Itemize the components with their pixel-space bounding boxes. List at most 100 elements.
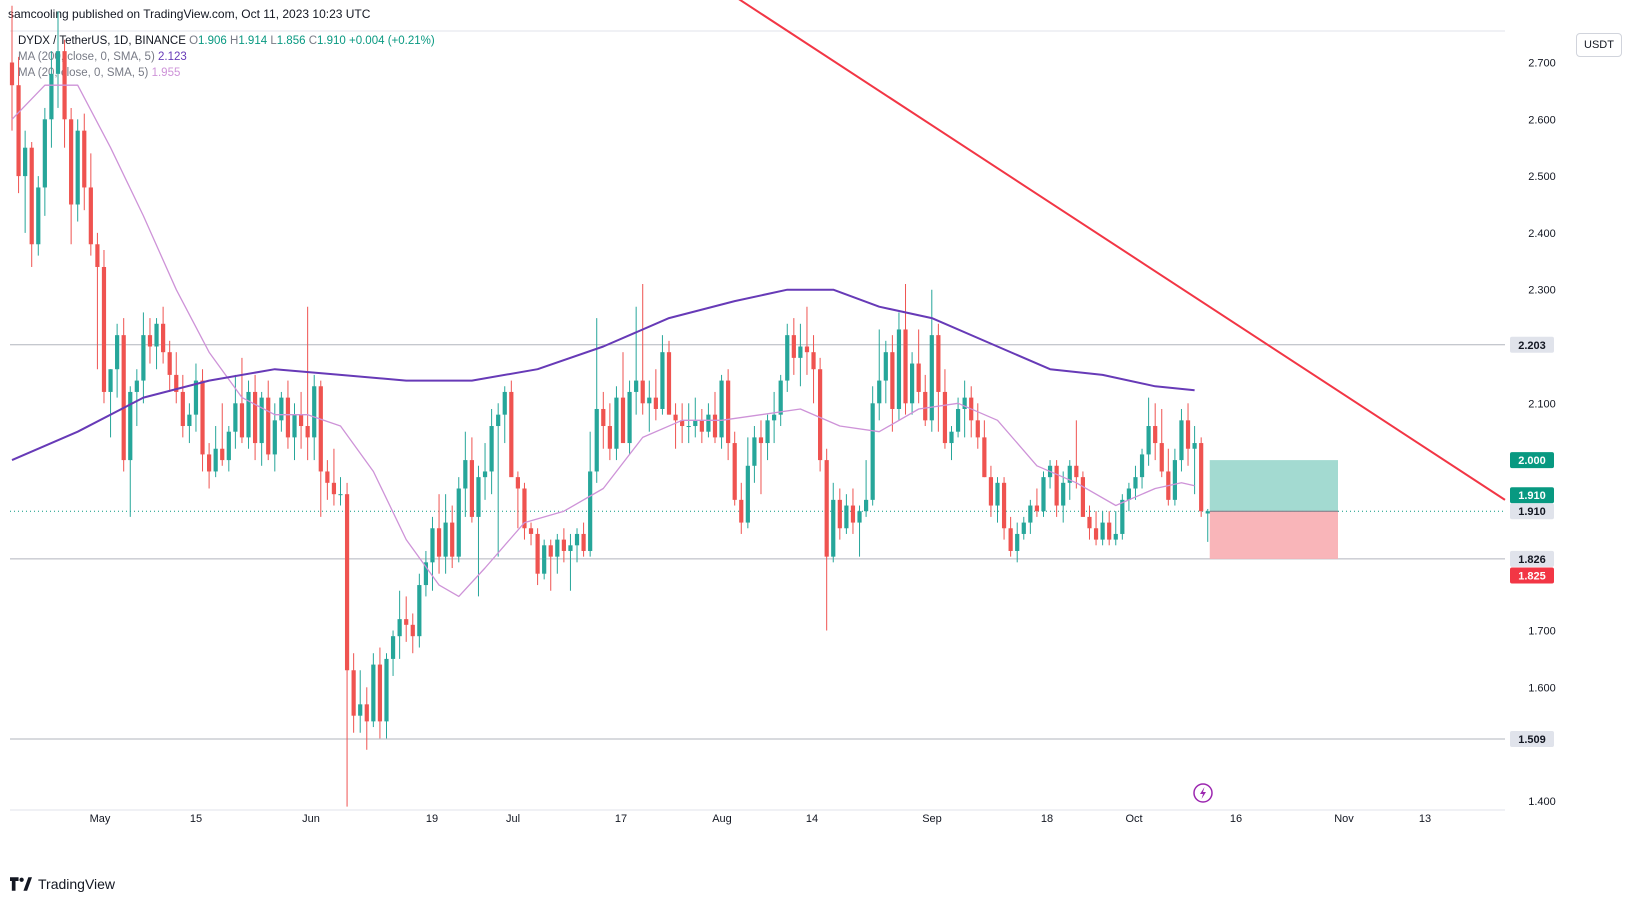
candle-body: [325, 471, 330, 483]
candle-body: [430, 528, 435, 563]
candle-body: [909, 363, 915, 404]
candle-body: [285, 397, 291, 438]
candle-body: [417, 585, 422, 637]
candle-body: [949, 431, 954, 444]
price-tag-label: 1.910: [1518, 506, 1546, 518]
candle-body: [1139, 454, 1145, 478]
published-caption: samcooling published on TradingView.com,…: [8, 7, 371, 21]
candle-body: [798, 346, 803, 358]
candle-body: [758, 437, 764, 444]
candle-body: [824, 460, 829, 557]
price-tag-stop: [1510, 567, 1554, 584]
candle-body: [890, 352, 895, 409]
legend-low-value: 1.856: [276, 35, 306, 47]
candle-body: [818, 369, 823, 461]
candle-body: [1034, 505, 1040, 512]
candle-body: [101, 266, 107, 392]
candle-body: [246, 391, 251, 438]
price-tag-target: [1510, 452, 1554, 469]
candle-body: [509, 391, 514, 478]
time-axis-label: 13: [1419, 813, 1431, 825]
candle-body: [108, 369, 113, 392]
downtrend-line: [738, 0, 1506, 501]
legend-ma200-value: 2.123: [157, 51, 187, 63]
candle-body: [75, 130, 80, 205]
candle-body: [903, 329, 908, 404]
brand-name: TradingView: [38, 876, 116, 892]
candle-body: [752, 437, 757, 466]
candle-body: [850, 505, 856, 523]
candle-body: [1001, 482, 1007, 529]
candle-body: [1192, 443, 1197, 449]
candle-body: [200, 380, 205, 455]
time-axis-label: 17: [615, 813, 627, 825]
tradingview-icon: [10, 877, 32, 891]
candle-body: [1093, 528, 1099, 540]
candle-body: [574, 533, 580, 546]
candle-body: [1080, 477, 1086, 517]
candle-body: [929, 335, 934, 421]
time-axis-label: Jul: [506, 813, 520, 825]
tradingview-logo: TradingView: [10, 876, 115, 892]
candle-body: [390, 636, 396, 659]
legend-ma200-row[interactable]: MA (200, close, 0, SMA, 5) 2.123: [18, 49, 435, 65]
candle-body: [338, 494, 343, 496]
candle-body: [450, 522, 455, 557]
candle-body: [469, 460, 474, 517]
candle-body: [581, 533, 586, 551]
candle-body: [436, 528, 442, 557]
candle-body: [666, 352, 672, 415]
candle-body: [726, 380, 731, 444]
candle-body: [371, 664, 376, 722]
stop-zone: [1209, 511, 1338, 559]
candle-body: [785, 335, 790, 381]
candle-body: [496, 414, 501, 427]
candle-body: [55, 51, 61, 74]
candle-body: [693, 420, 698, 427]
chart-icons: [1193, 783, 1213, 803]
price-axis-label: 2.300: [1528, 285, 1556, 297]
candle-body: [463, 460, 468, 489]
indicator-lines: [11, 0, 1506, 598]
lightning-bolt-icon: [1200, 787, 1206, 799]
candle-body: [1172, 460, 1177, 500]
candle-body: [1153, 426, 1158, 444]
candle-body: [962, 397, 967, 409]
candle-body: [161, 323, 166, 353]
time-axis-label: Oct: [1125, 813, 1142, 825]
candle-body: [266, 397, 271, 455]
candle-body: [837, 499, 842, 529]
candle-body: [640, 380, 645, 404]
candle-body: [831, 499, 836, 557]
candle-body: [404, 619, 409, 625]
candle-body: [528, 528, 534, 534]
candle-body: [364, 704, 369, 722]
candle-body: [489, 426, 494, 472]
candle-body: [154, 323, 159, 347]
candle-body: [1107, 522, 1112, 540]
price-axis-label: 1.700: [1528, 626, 1556, 638]
candle-body: [16, 85, 21, 177]
ma20-line: [11, 84, 1195, 598]
legend-low-label: L: [270, 35, 277, 47]
time-axis-label: 16: [1230, 813, 1242, 825]
candle-body: [936, 335, 941, 392]
candle-body: [864, 499, 869, 512]
candle-body: [29, 147, 34, 245]
candle-body: [955, 408, 961, 432]
candle-body: [561, 539, 566, 551]
price-tag-label: 1.910: [1518, 490, 1546, 502]
candle-body: [239, 403, 245, 438]
currency-selector[interactable]: USDT: [1576, 33, 1622, 57]
candle-body: [115, 335, 120, 370]
candle-body: [279, 397, 284, 421]
candle-body: [351, 670, 356, 716]
candle-body: [292, 414, 297, 438]
candle-body: [312, 386, 317, 438]
candle-body: [548, 545, 553, 557]
candle-body: [515, 477, 520, 489]
candle-body: [870, 403, 875, 500]
candle-body: [482, 471, 488, 478]
legend-symbol[interactable]: DYDX / TetherUS, 1D, BINANCE: [18, 35, 186, 47]
